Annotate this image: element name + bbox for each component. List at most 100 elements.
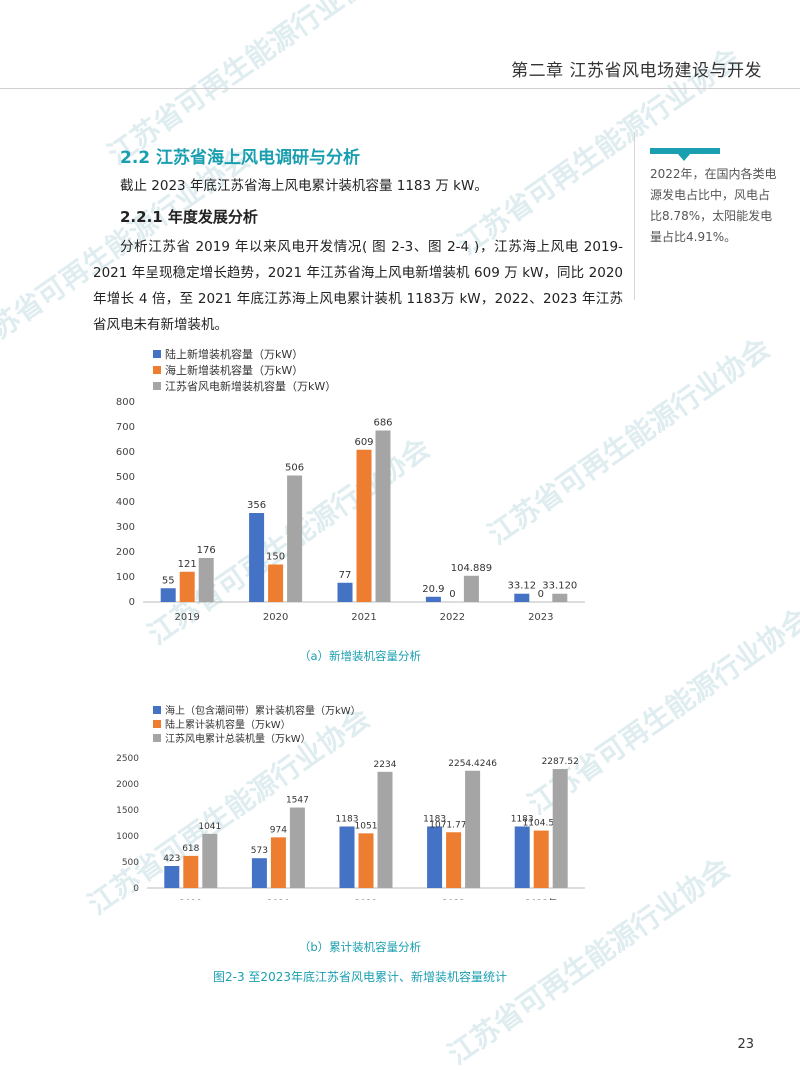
data-label: 176 (197, 545, 216, 556)
data-label: 121 (178, 559, 197, 570)
data-label: 2234 (374, 760, 397, 770)
bar (465, 770, 481, 888)
section-intro: 截止 2023 年底江苏省海上风电累计装机容量 1183 万 kW。 (120, 178, 488, 194)
data-label: 618 (182, 844, 199, 854)
chart-a-caption: （a）新增装机容量分析 (298, 649, 422, 663)
chart-cumulative-capacity-svg: 海上（包含潮间带）累计装机容量（万kW）陆上累计装机容量（万kW）江苏风电累计总… (116, 704, 585, 909)
section-title: 2.2 江苏省海上风电调研与分析 (120, 148, 361, 168)
legend-swatch (153, 366, 161, 374)
bar (160, 588, 176, 602)
bar (251, 858, 267, 888)
x-tick-label: 2022 (440, 612, 465, 623)
y-tick-label: 500 (122, 858, 139, 868)
bar (287, 475, 303, 602)
legend-swatch (153, 734, 161, 742)
y-tick-label: 1000 (116, 832, 139, 842)
y-tick-label: 500 (116, 472, 135, 483)
y-tick-label: 2500 (116, 754, 139, 764)
bar (552, 593, 568, 602)
x-tick-label: 2019 (179, 899, 202, 900)
chart-b-caption: （b）累计装机容量分析 (298, 940, 422, 954)
header-divider (0, 88, 800, 89)
bar (358, 833, 374, 888)
legend-label: 海上新增装机容量（万kW） (165, 363, 303, 377)
bar (164, 866, 180, 888)
bar (356, 449, 372, 602)
bar (289, 807, 305, 888)
data-label: 1041 (198, 822, 221, 832)
x-tick-label: 2020 (267, 899, 290, 900)
bar (337, 582, 353, 602)
x-tick-label: 2021 (351, 612, 376, 623)
y-tick-label: 400 (116, 497, 135, 508)
x-tick-label: 2019 (174, 612, 199, 623)
data-label: 356 (247, 500, 266, 511)
bar (198, 558, 214, 602)
y-tick-label: 100 (116, 572, 135, 583)
chapter-header: 第二章 江苏省风电场建设与开发 (511, 61, 762, 81)
data-label: 609 (354, 437, 373, 448)
data-label: 1183 (423, 814, 446, 824)
legend-label: 江苏省风电新增装机容量（万kW） (165, 379, 336, 393)
data-label: 150 (266, 552, 285, 563)
page-number: 23 (737, 1037, 754, 1052)
y-tick-label: 0 (129, 597, 135, 608)
data-label: 1051 (355, 821, 378, 831)
legend-swatch (153, 350, 161, 358)
bar (268, 564, 284, 602)
data-label: 573 (251, 846, 268, 856)
figure-caption: 图2-3 至2023年底江苏省风电累计、新增装机容量统计 (213, 970, 507, 984)
chart-new-capacity: 陆上新增装机容量（万kW） 海上新增装机容量（万kW） 江苏省风电新增装机容量（万k… (95, 342, 595, 632)
data-label: 1547 (286, 796, 309, 806)
data-label: 20.9 (422, 584, 444, 595)
bar (425, 596, 441, 602)
bar (179, 571, 195, 602)
y-tick-label: 600 (116, 447, 135, 458)
side-accent-bar (650, 148, 720, 161)
chart-new-capacity-svg: 陆上新增装机容量（万kW） 海上新增装机容量（万kW） 江苏省风电新增装机容量（万k… (116, 347, 585, 623)
legend-label: 陆上新增装机容量（万kW） (165, 347, 303, 361)
bar (463, 575, 479, 602)
x-tick-label: 2020 (263, 612, 288, 623)
data-label: 1104.52 (523, 819, 560, 829)
data-label: 55 (162, 575, 175, 586)
y-tick-label: 700 (116, 422, 135, 433)
x-tick-label: 2021 (355, 899, 378, 900)
data-label: 104.889 (451, 563, 492, 574)
data-label: 2287.52 (542, 757, 579, 767)
data-label: 33.120 (542, 581, 577, 592)
legend-swatch (153, 382, 161, 390)
bar (183, 855, 199, 888)
legend-swatch (153, 720, 161, 728)
subsection-title: 2.2.1 年度发展分析 (120, 208, 258, 226)
side-note: 2022年，在国内各类电源发电占比中，风电占比8.78%，太阳能发电量占比4.9… (650, 148, 780, 248)
data-label: 1183 (336, 814, 359, 824)
x-tick-label: 2023 (528, 612, 553, 623)
bar (270, 837, 286, 888)
y-tick-label: 300 (116, 522, 135, 533)
bar (446, 832, 462, 888)
body-paragraph: 分析江苏省 2019 年以来风电开发情况( 图 2-3、图 2-4 )，江苏海上… (93, 239, 623, 333)
legend-label: 江苏风电累计总装机量（万kW） (165, 732, 311, 745)
bar (202, 833, 218, 888)
legend-label: 海上（包含潮间带）累计装机容量（万kW） (165, 704, 361, 717)
y-tick-label: 1500 (116, 806, 139, 816)
data-label: 33.12 (507, 581, 536, 592)
bar (514, 593, 530, 602)
bar (377, 771, 393, 888)
bar (339, 826, 355, 888)
bar (552, 769, 568, 888)
legend-swatch (153, 706, 161, 714)
data-label: 1183 (511, 814, 534, 824)
legend-label: 陆上累计装机容量（万kW） (165, 718, 291, 731)
data-label: 974 (270, 825, 287, 835)
data-label: 506 (285, 463, 304, 474)
data-label: 2254.4246 (448, 759, 497, 769)
y-tick-label: 200 (116, 547, 135, 558)
data-label: 423 (163, 854, 180, 864)
data-label: 77 (339, 570, 352, 581)
bar (533, 830, 549, 888)
side-note-text: 2022年，在国内各类电源发电占比中，风电占比8.78%，太阳能发电量占比4.9… (650, 167, 777, 244)
x-tick-label: 2023年 (525, 897, 557, 900)
chart-cumulative-capacity: 海上（包含潮间带）累计装机容量（万kW） 陆上累计装机容量（万kW） 江苏风电累计总… (95, 700, 595, 909)
